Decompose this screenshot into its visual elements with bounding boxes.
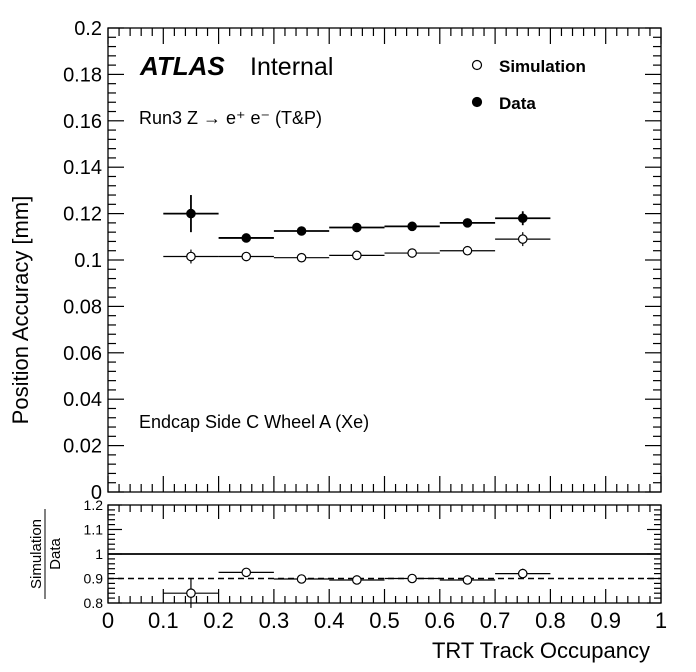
ratio-marker xyxy=(462,575,473,585)
legend-label-simulation: Simulation xyxy=(499,57,586,76)
ratio-y-tick-label: 1 xyxy=(95,546,103,562)
ratio-point-simulation-data xyxy=(273,574,330,584)
main-y-tick-label: 0.06 xyxy=(63,343,102,365)
main-marker xyxy=(241,233,252,243)
legend-marker-data xyxy=(471,96,483,108)
main-point-data xyxy=(384,221,440,232)
main-point-simulation xyxy=(384,248,440,258)
ratio-ticks xyxy=(107,504,662,604)
main-y-tick-label: 0.2 xyxy=(74,18,102,40)
x-tick-label: 0.1 xyxy=(148,608,179,633)
ratio-marker xyxy=(352,575,362,585)
main-point-simulation xyxy=(439,245,496,256)
x-tick-label: 0.6 xyxy=(425,608,456,633)
main-y-tick-label: 0.16 xyxy=(63,111,102,133)
atlas-label: ATLAS xyxy=(139,51,225,81)
x-tick-label: 0 xyxy=(102,608,114,633)
main-marker xyxy=(407,221,417,232)
main-marker xyxy=(296,252,307,263)
x-tick-label: 0.5 xyxy=(369,608,400,633)
x-tick-label: 0.8 xyxy=(535,608,566,633)
main-marker xyxy=(407,248,417,258)
main-tick-labels: 0 0.02 0.04 0.06 0.08 0.1 0.12 0.14 0.16 0.18 0.2 xyxy=(63,18,102,504)
main-marker xyxy=(186,208,196,219)
main-y-tick-label: 0 xyxy=(91,482,102,504)
main-y-tick-label: 0.02 xyxy=(63,436,102,458)
legend: Simulation Data xyxy=(471,57,586,113)
ratio-point-simulation-data xyxy=(163,578,219,608)
ratio-point-simulation-data xyxy=(329,575,385,585)
main-marker xyxy=(462,218,473,228)
ratio-point-simulation-data xyxy=(218,567,274,578)
x-tick-label: 0.4 xyxy=(314,608,345,633)
main-marker xyxy=(352,222,362,233)
main-point-data xyxy=(495,211,551,226)
ratio-y-denominator: Data xyxy=(47,538,64,570)
main-marker xyxy=(462,245,473,256)
main-marker xyxy=(241,251,252,262)
main-y-tick-label: 0.04 xyxy=(63,389,102,411)
main-point-data xyxy=(273,226,330,236)
main-series xyxy=(163,195,551,264)
x-tick-label: 0.3 xyxy=(259,608,290,633)
ratio-marker xyxy=(407,573,417,584)
main-point-data xyxy=(439,218,496,228)
main-point-data xyxy=(329,222,385,233)
region-label: Endcap Side C Wheel A (Xe) xyxy=(139,412,369,432)
main-ticks xyxy=(107,27,662,493)
ratio-y-tick-label: 0.8 xyxy=(84,595,104,611)
main-marker xyxy=(352,250,362,261)
ratio-series xyxy=(163,567,551,608)
ratio-marker xyxy=(241,567,252,578)
main-point-simulation xyxy=(163,249,219,264)
legend-label-data: Data xyxy=(499,94,536,113)
main-point-simulation xyxy=(218,251,274,262)
main-point-simulation xyxy=(329,250,385,261)
x-tick-label: 1 xyxy=(655,608,667,633)
ratio-y-axis-label: Simulation Data xyxy=(28,509,64,599)
internal-label: Internal xyxy=(250,53,333,81)
ratio-y-tick-label: 1.2 xyxy=(84,497,104,513)
main-marker xyxy=(517,213,528,224)
ratio-reference-lines xyxy=(108,553,661,580)
x-tick-label: 0.9 xyxy=(590,608,621,633)
main-marker xyxy=(296,226,307,236)
main-y-tick-label: 0.12 xyxy=(63,204,102,226)
main-marker xyxy=(186,251,196,262)
run-label: Run3 Z → e⁺ e⁻ (T&P) xyxy=(139,108,322,128)
ratio-marker xyxy=(186,588,196,598)
legend-marker-simulation xyxy=(471,59,483,71)
main-y-tick-label: 0.08 xyxy=(63,296,102,318)
ratio-y-tick-label: 1.1 xyxy=(84,522,104,538)
main-y-tick-label: 0.1 xyxy=(74,250,102,272)
ratio-point-simulation-data xyxy=(495,568,551,579)
main-point-simulation xyxy=(495,232,551,247)
ratio-marker xyxy=(296,574,307,584)
main-point-simulation xyxy=(273,252,330,263)
x-tick-label: 0.2 xyxy=(203,608,234,633)
main-y-axis-label: Position Accuracy [mm] xyxy=(8,196,33,425)
x-tick-label: 0.7 xyxy=(480,608,511,633)
x-axis-label: TRT Track Occupancy xyxy=(432,638,650,663)
main-y-tick-label: 0.18 xyxy=(63,64,102,86)
ratio-point-simulation-data xyxy=(439,575,496,585)
ratio-marker xyxy=(517,568,528,579)
main-point-data xyxy=(163,195,219,233)
ratio-point-simulation-data xyxy=(384,573,440,584)
ratio-y-numerator: Simulation xyxy=(28,519,45,589)
main-point-data xyxy=(218,233,274,243)
ratio-tick-labels: 0.8 0.9 1 1.1 1.2 0 0.1 0.2 0.3 0.4 0.5 0.6 0.7 0.8 0.… xyxy=(84,497,668,633)
main-y-tick-label: 0.14 xyxy=(63,157,102,179)
ratio-y-tick-label: 0.9 xyxy=(84,571,104,587)
main-marker xyxy=(517,234,528,244)
